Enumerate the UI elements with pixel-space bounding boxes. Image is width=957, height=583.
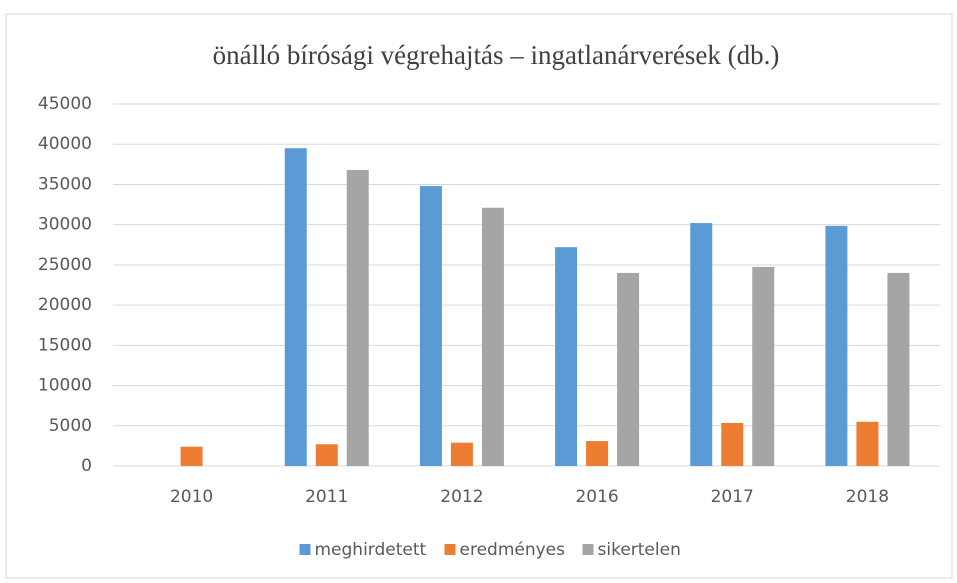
bar — [450, 442, 473, 466]
legend-swatch — [582, 544, 594, 555]
chart-title: önálló bírósági végrehajtás – ingatlanár… — [213, 40, 780, 70]
bar — [856, 421, 879, 466]
legend-swatch — [444, 544, 456, 555]
chart-border — [5, 13, 953, 579]
y-tick-label: 45000 — [38, 94, 92, 114]
x-tick-label: 2017 — [711, 487, 754, 507]
y-tick-label: 25000 — [38, 255, 92, 275]
legend-label: sikertelen — [598, 540, 681, 560]
bar — [284, 148, 307, 466]
y-tick-label: 40000 — [38, 134, 92, 154]
x-tick-label: 2018 — [846, 487, 889, 507]
bar — [481, 207, 504, 467]
bar — [555, 247, 578, 466]
y-tick-label: 30000 — [38, 215, 92, 235]
bar — [752, 266, 775, 466]
legend-swatch — [299, 544, 311, 555]
bar — [690, 223, 713, 466]
x-tick-label: 2016 — [575, 487, 618, 507]
x-tick-label: 2011 — [305, 487, 348, 507]
legend-label: meghirdetett — [315, 540, 427, 560]
y-tick-label: 5000 — [49, 416, 92, 436]
y-tick-label: 0 — [81, 456, 92, 476]
y-tick-label: 20000 — [38, 295, 92, 315]
bar — [586, 441, 609, 466]
y-tick-label: 15000 — [38, 335, 92, 355]
bar — [419, 186, 442, 466]
bar — [180, 446, 203, 466]
bar — [721, 422, 744, 466]
bar — [825, 225, 848, 466]
x-tick-label: 2010 — [170, 487, 213, 507]
bar — [315, 444, 338, 466]
y-tick-label: 35000 — [38, 174, 92, 194]
bar — [617, 272, 640, 466]
legend-label: eredményes — [460, 540, 566, 560]
x-tick-label: 2012 — [440, 487, 483, 507]
y-tick-label: 10000 — [38, 376, 92, 396]
bar — [887, 272, 910, 466]
bar — [346, 169, 369, 466]
